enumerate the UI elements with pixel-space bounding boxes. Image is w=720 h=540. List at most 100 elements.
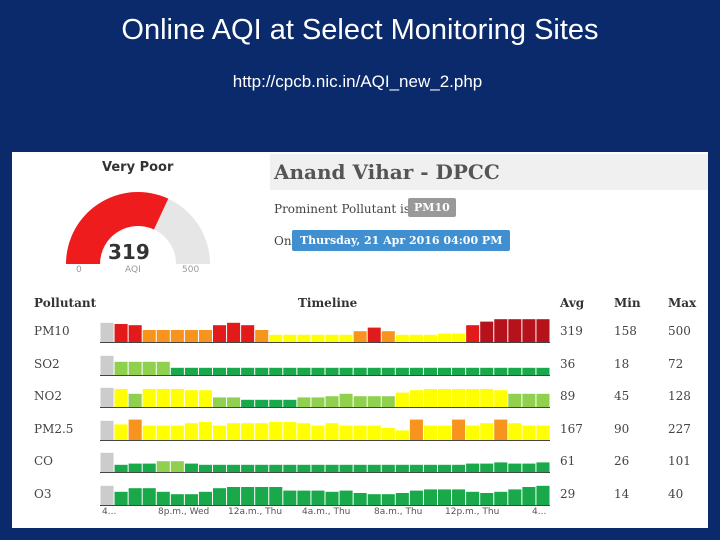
timeline-bar[interactable] — [494, 319, 508, 342]
timeline-bar[interactable] — [170, 367, 184, 375]
timeline-bar[interactable] — [142, 361, 156, 375]
timeline-bar[interactable] — [142, 463, 156, 472]
timeline-bar[interactable] — [255, 399, 269, 407]
timeline-bar[interactable] — [339, 393, 353, 407]
timeline-bar[interactable] — [367, 425, 381, 440]
timeline-bar[interactable] — [353, 331, 367, 342]
timeline-bar[interactable] — [269, 486, 283, 505]
timeline-bar[interactable] — [381, 427, 395, 440]
timeline-bar[interactable] — [480, 422, 494, 440]
timeline-bar[interactable] — [395, 392, 409, 407]
timeline-bar[interactable] — [156, 461, 170, 472]
timeline-bar[interactable] — [311, 490, 325, 505]
timeline-bar[interactable] — [367, 367, 381, 375]
timeline-bar[interactable] — [100, 322, 114, 342]
pollutant-timeline[interactable] — [100, 448, 550, 474]
timeline-bar[interactable] — [297, 464, 311, 472]
timeline-bar[interactable] — [156, 389, 170, 407]
timeline-bar[interactable] — [438, 367, 452, 375]
timeline-bar[interactable] — [198, 421, 212, 440]
timeline-bar[interactable] — [297, 422, 311, 440]
timeline-bar[interactable] — [423, 488, 437, 505]
timeline-bar[interactable] — [311, 464, 325, 472]
timeline-bar[interactable] — [213, 487, 227, 505]
timeline-bar[interactable] — [325, 396, 339, 407]
timeline-bar[interactable] — [283, 490, 297, 505]
timeline-bar[interactable] — [522, 393, 536, 407]
timeline-bar[interactable] — [522, 486, 536, 505]
timeline-bar[interactable] — [339, 490, 353, 505]
timeline-bar[interactable] — [184, 493, 198, 505]
timeline-bar[interactable] — [452, 367, 466, 375]
timeline-bar[interactable] — [128, 361, 142, 375]
timeline-bar[interactable] — [241, 399, 255, 407]
timeline-bar[interactable] — [156, 425, 170, 440]
timeline-bar[interactable] — [198, 367, 212, 375]
timeline-bar[interactable] — [241, 367, 255, 375]
timeline-bar[interactable] — [255, 464, 269, 472]
timeline-bar[interactable] — [170, 330, 184, 342]
timeline-bar[interactable] — [283, 399, 297, 407]
timeline-bar[interactable] — [438, 389, 452, 407]
timeline-bar[interactable] — [522, 425, 536, 440]
timeline-bar[interactable] — [170, 461, 184, 472]
timeline-bar[interactable] — [452, 464, 466, 472]
timeline-bar[interactable] — [184, 367, 198, 375]
timeline-bar[interactable] — [466, 367, 480, 375]
timeline-bar[interactable] — [522, 367, 536, 375]
timeline-bar[interactable] — [480, 367, 494, 375]
timeline-bar[interactable] — [325, 464, 339, 472]
timeline-bar[interactable] — [100, 452, 114, 472]
timeline-bar[interactable] — [128, 419, 142, 440]
timeline-bar[interactable] — [255, 367, 269, 375]
timeline-bar[interactable] — [128, 487, 142, 505]
timeline-bar[interactable] — [114, 491, 128, 505]
timeline-bar[interactable] — [283, 464, 297, 472]
timeline-bar[interactable] — [297, 367, 311, 375]
timeline-bar[interactable] — [156, 361, 170, 375]
timeline-bar[interactable] — [480, 321, 494, 342]
timeline-bar[interactable] — [128, 325, 142, 342]
timeline-bar[interactable] — [508, 463, 522, 472]
timeline-bar[interactable] — [367, 396, 381, 407]
timeline-bar[interactable] — [381, 493, 395, 505]
pollutant-timeline[interactable] — [100, 383, 550, 409]
timeline-bar[interactable] — [409, 367, 423, 375]
timeline-bar[interactable] — [114, 324, 128, 342]
timeline-bar[interactable] — [128, 393, 142, 407]
timeline-bar[interactable] — [283, 334, 297, 342]
timeline-bar[interactable] — [353, 367, 367, 375]
timeline-bar[interactable] — [339, 425, 353, 440]
timeline-bar[interactable] — [297, 397, 311, 407]
timeline-bar[interactable] — [198, 390, 212, 407]
pollutant-timeline[interactable] — [100, 416, 550, 442]
timeline-bar[interactable] — [522, 463, 536, 472]
timeline-bar[interactable] — [452, 488, 466, 505]
timeline-bar[interactable] — [325, 422, 339, 440]
timeline-bar[interactable] — [325, 491, 339, 505]
timeline-bar[interactable] — [438, 425, 452, 440]
timeline-bar[interactable] — [311, 397, 325, 407]
timeline-bar[interactable] — [508, 488, 522, 505]
timeline-bar[interactable] — [114, 464, 128, 472]
timeline-bar[interactable] — [381, 464, 395, 472]
timeline-bar[interactable] — [508, 367, 522, 375]
timeline-bar[interactable] — [522, 319, 536, 342]
timeline-bar[interactable] — [480, 463, 494, 472]
timeline-bar[interactable] — [409, 464, 423, 472]
timeline-bar[interactable] — [466, 425, 480, 440]
timeline-bar[interactable] — [114, 389, 128, 407]
timeline-bar[interactable] — [241, 486, 255, 505]
timeline-bar[interactable] — [494, 390, 508, 407]
timeline-bar[interactable] — [100, 387, 114, 407]
timeline-bar[interactable] — [184, 330, 198, 342]
timeline-bar[interactable] — [241, 325, 255, 342]
timeline-bar[interactable] — [480, 389, 494, 407]
timeline-bar[interactable] — [353, 396, 367, 407]
timeline-bar[interactable] — [114, 423, 128, 440]
timeline-bar[interactable] — [198, 464, 212, 472]
timeline-bar[interactable] — [536, 425, 550, 440]
timeline-bar[interactable] — [536, 367, 550, 375]
timeline-bar[interactable] — [170, 425, 184, 440]
timeline-bar[interactable] — [227, 422, 241, 440]
